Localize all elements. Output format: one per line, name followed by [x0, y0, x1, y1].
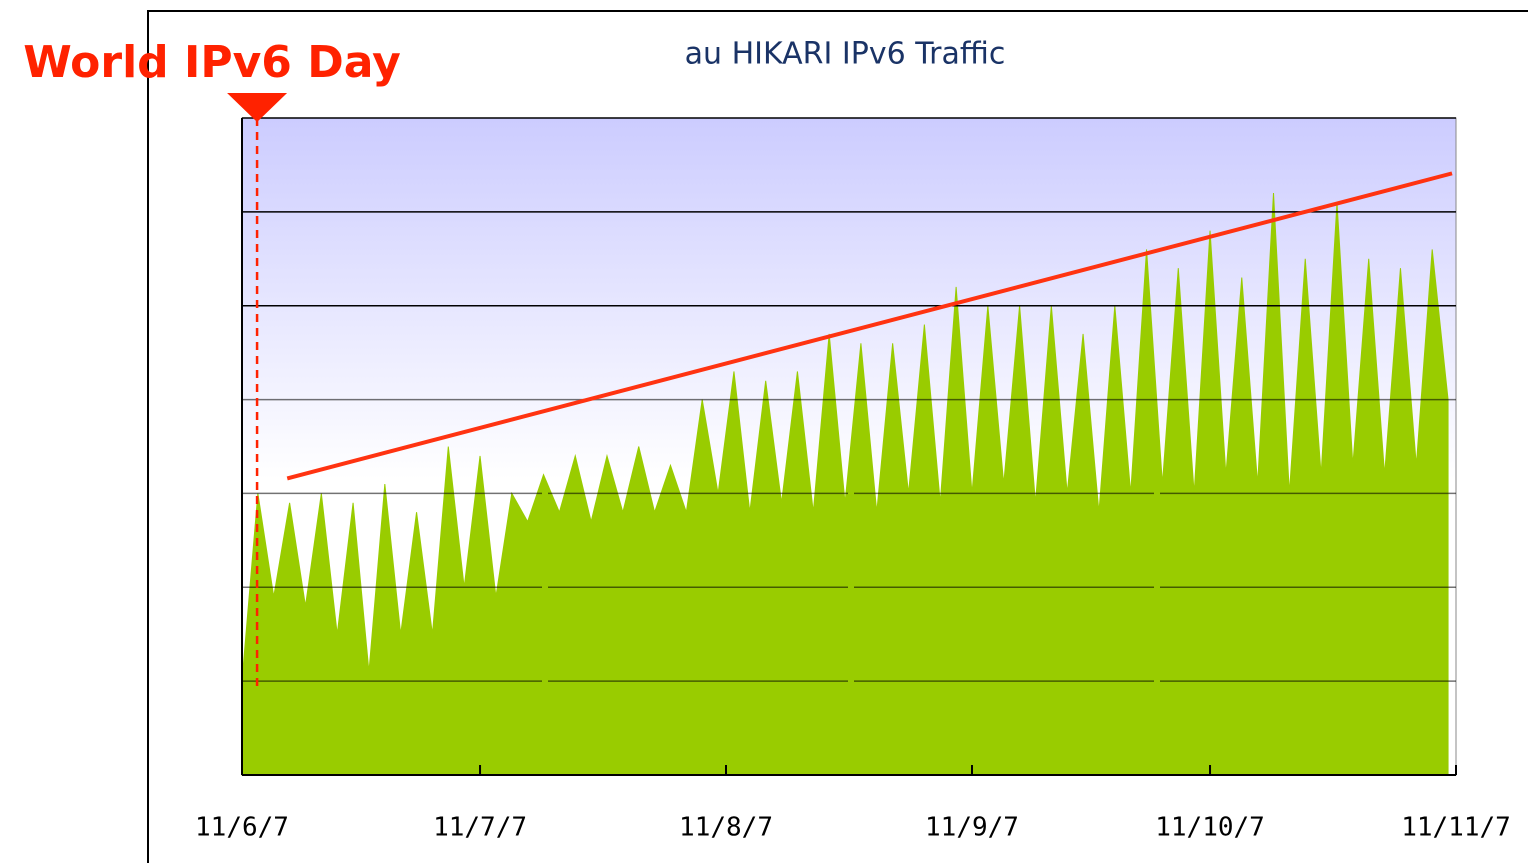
- annotation-marker: [227, 93, 288, 122]
- x-tick-label: 11/10/7: [1155, 813, 1265, 843]
- x-tick-label: 11/7/7: [433, 813, 527, 843]
- x-tick-label: 11/11/7: [1401, 813, 1511, 843]
- x-tick-label: 11/8/7: [679, 813, 773, 843]
- annotation-label: World IPv6 Day: [23, 37, 401, 88]
- chart-title: au HIKARI IPv6 Traffic: [685, 37, 1006, 72]
- trend-line: [286, 171, 1453, 481]
- x-tick-label: 11/9/7: [925, 813, 1019, 843]
- x-tick-label: 11/6/7: [195, 813, 289, 843]
- traffic-area: [241, 193, 1449, 776]
